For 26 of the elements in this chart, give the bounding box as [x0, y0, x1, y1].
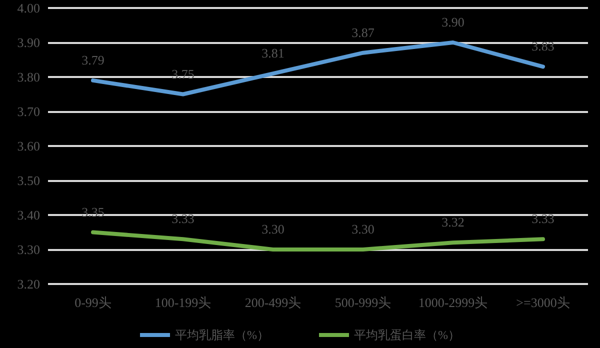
- legend-label: 平均乳脂率（%）: [175, 328, 270, 342]
- y-tick-label: 3.90: [17, 35, 40, 50]
- x-tick-label: 100-199头: [154, 295, 212, 310]
- data-label: 3.81: [262, 46, 284, 61]
- data-label: 3.33: [532, 211, 554, 226]
- data-label: 3.30: [262, 222, 284, 236]
- data-label: 3.90: [442, 14, 464, 30]
- y-tick-label: 3.40: [17, 208, 40, 222]
- y-tick-label: 3.60: [17, 138, 40, 154]
- legend-label: 平均乳蛋白率（%）: [354, 328, 460, 342]
- data-label: 3.87: [352, 24, 375, 40]
- y-tick-label: 3.50: [17, 173, 40, 188]
- x-tick-label: >=3000头: [516, 295, 570, 310]
- data-label: 3.33: [172, 211, 194, 226]
- y-tick-label: 3.30: [17, 242, 40, 257]
- x-tick-label: 0-99头: [74, 295, 112, 310]
- data-label: 3.30: [352, 222, 374, 236]
- y-tick-label: 4.00: [17, 0, 40, 16]
- data-label: 3.79: [82, 52, 104, 68]
- y-tick-label: 3.70: [17, 104, 40, 119]
- x-tick-label: 1000-2999头: [418, 295, 488, 310]
- data-label: 3.32: [442, 214, 464, 230]
- x-tick-label: 500-999头: [334, 295, 392, 310]
- y-tick-label: 3.80: [17, 70, 40, 84]
- y-tick-label: 3.20: [17, 276, 40, 292]
- x-tick-label: 200-499头: [244, 295, 302, 310]
